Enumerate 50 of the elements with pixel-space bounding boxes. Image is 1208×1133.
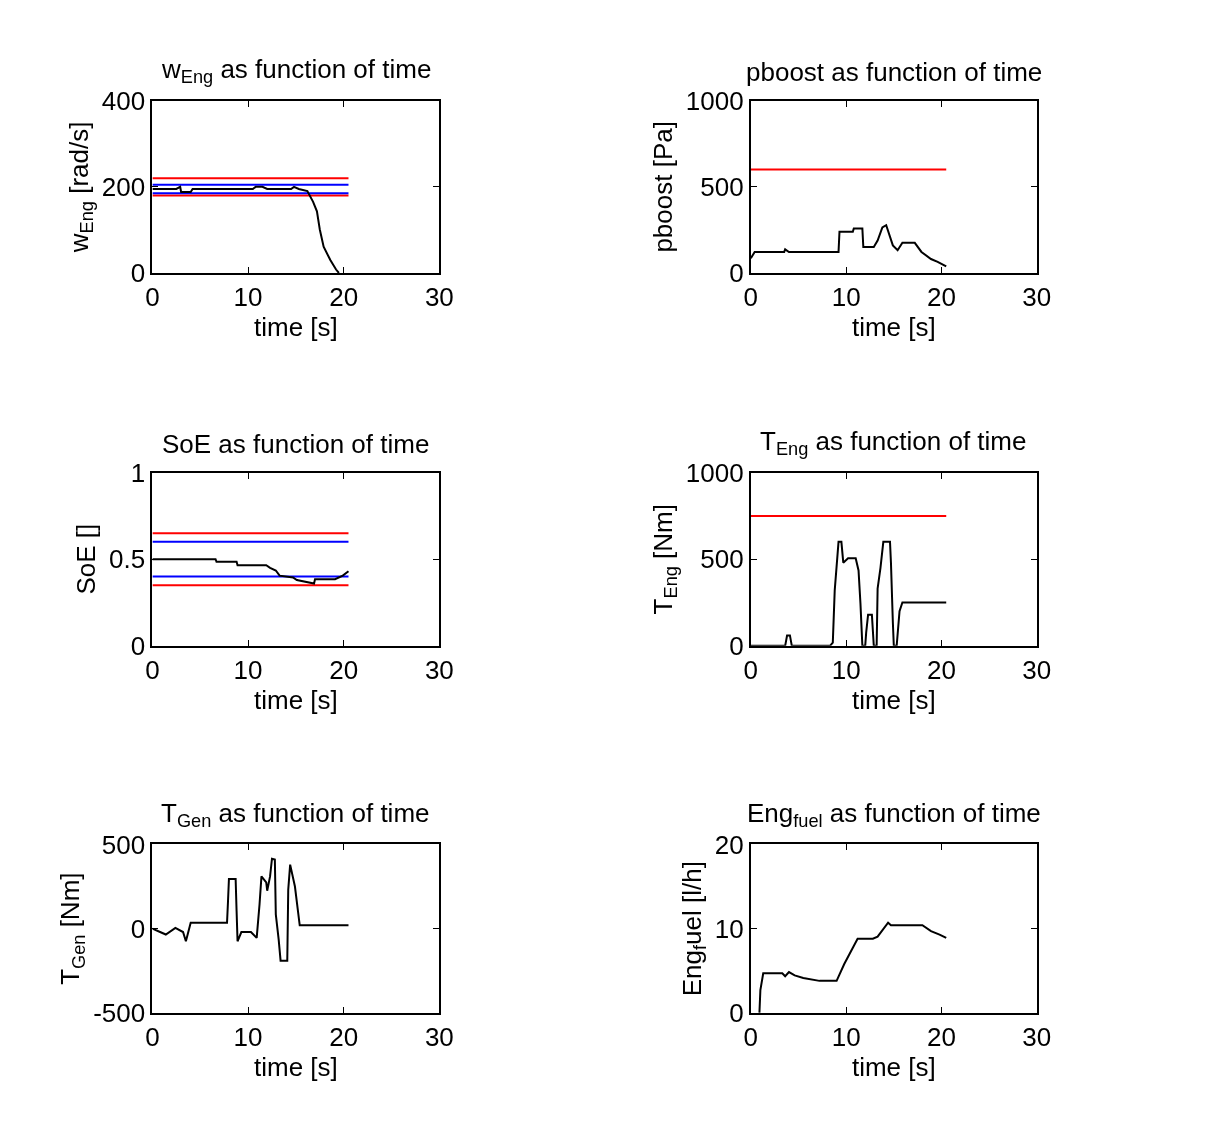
y-tick-label: 1000 [685,85,744,116]
y-tick-label: 400 [101,85,146,116]
x-tick-label: 30 [424,655,454,686]
x-tick-label: 10 [233,1022,263,1053]
chart-title: T$_{Eng}$ as function of time [760,426,1027,460]
x-axis-title: time [s] [851,1052,936,1083]
x-axis-title: time [s] [253,685,338,716]
y-axis-title: pboost [Pa] [647,121,678,253]
x-tick-label: 30 [424,282,454,313]
y-tick-label: 0 [130,630,146,661]
y-tick-label: 1000 [685,457,744,488]
x-tick-label: 30 [1022,1022,1052,1053]
y-tick-label: 10 [714,913,744,944]
x-tick-label: 30 [1022,282,1052,313]
x-tick-label: 30 [424,1022,454,1053]
y-tick-label: 200 [101,171,146,202]
x-axis-title: time [s] [851,685,936,716]
chart-title: Eng$_{fuel}$ as function of time [747,798,1041,832]
y-tick-label: 1 [130,457,146,488]
x-tick-label: 10 [233,655,263,686]
y-tick-label: 0 [729,630,744,661]
chart-title: pboost as function of time [746,57,1043,87]
x-tick-label: 20 [329,282,359,313]
y-tick-label: 500 [700,171,744,202]
x-tick-label: 20 [927,655,956,686]
x-tick-label: 10 [831,655,861,686]
y-tick-label: 0 [130,913,146,944]
y-axis-title: SoE [] [70,523,101,595]
x-tick-label: 10 [831,282,861,313]
chart-title: w$_{Eng}$ as function of time [161,54,432,88]
y-tick-label: 0 [130,258,146,289]
x-tick-label: 10 [831,1022,861,1053]
y-tick-label: 0 [729,258,744,289]
x-tick-label: 20 [329,1022,359,1053]
y-tick-label: 500 [700,544,744,575]
x-axis-title: time [s] [851,312,936,343]
y-tick-label: 0.5 [109,544,146,575]
y-tick-label: 20 [714,829,744,860]
y-tick-label: -500 [93,997,146,1028]
x-axis-title: time [s] [253,1052,338,1083]
x-tick-label: 30 [1022,655,1052,686]
y-tick-label: 500 [101,829,146,860]
y-tick-label: 0 [729,997,744,1028]
x-tick-label: 10 [233,282,263,313]
x-tick-label: 20 [927,1022,956,1053]
chart-title: SoE as function of time [162,429,430,459]
x-tick-label: 20 [927,282,956,313]
x-tick-label: 20 [329,655,359,686]
chart-title: T$_{Gen}$ as function of time [161,798,430,832]
x-axis-title: time [s] [253,312,338,343]
